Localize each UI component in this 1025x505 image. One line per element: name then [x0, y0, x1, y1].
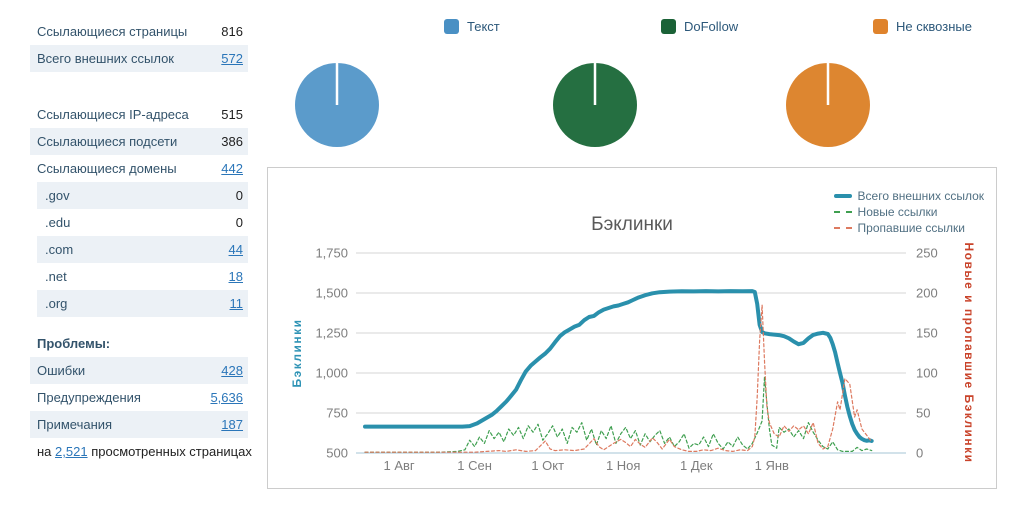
row-label: Ссылающиеся страницы	[37, 24, 188, 39]
series-line-lost	[364, 304, 873, 453]
chart-legend-item: Пропавшие ссылки	[833, 220, 984, 236]
series-line-new	[364, 376, 873, 453]
stats-sidebar: Ссылающиеся страницы 816 Всего внешних ссы…	[30, 18, 252, 459]
svg-text:1 Сен: 1 Сен	[457, 458, 492, 473]
row-label: .edu	[45, 215, 71, 230]
sidebar-section-1: Ссылающиеся страницы 816 Всего внешних ссы…	[30, 18, 248, 72]
table-row: Ссылающиеся подсети 386	[30, 128, 248, 155]
row-label: .net	[45, 269, 67, 284]
svg-text:50: 50	[916, 406, 930, 421]
legend-swatch-icon	[873, 19, 888, 34]
row-label: Ссылающиеся подсети	[37, 134, 178, 149]
svg-text:1 Окт: 1 Окт	[531, 458, 564, 473]
table-row: Ошибки 428	[30, 357, 248, 384]
series-label: Всего внешних ссылок	[857, 189, 984, 203]
svg-text:200: 200	[916, 286, 938, 301]
svg-text:100: 100	[916, 366, 938, 381]
row-value: 0	[235, 215, 243, 230]
row-value-link[interactable]: 442	[221, 161, 243, 176]
series-swatch-icon	[833, 227, 852, 229]
pie-legend-item: DoFollow	[661, 19, 738, 34]
series-swatch-icon	[833, 194, 852, 198]
legend-swatch-icon	[444, 19, 459, 34]
right-axis-title: Новые и пропавшие Бэклинки	[962, 243, 976, 464]
svg-text:1,750: 1,750	[315, 246, 348, 261]
svg-text:500: 500	[326, 446, 348, 461]
svg-text:750: 750	[326, 406, 348, 421]
series-label: Новые ссылки	[857, 205, 938, 219]
crawled-pages-note: на 2,521 просмотренных страницах	[37, 444, 252, 459]
row-label: .com	[45, 242, 74, 257]
svg-text:1,500: 1,500	[315, 286, 348, 301]
row-value-link[interactable]: 44	[228, 242, 243, 257]
table-row: Ссылающиеся домены 442	[30, 155, 248, 182]
row-value: 816	[221, 24, 243, 39]
pie-chart-Не сквозные	[778, 55, 878, 155]
row-label: .gov	[45, 188, 70, 203]
svg-text:250: 250	[916, 246, 938, 261]
row-label: .org	[45, 296, 68, 311]
backlinks-chart-panel: Бэклинки Всего внешних ссылок Новые ссылк…	[267, 167, 997, 489]
table-row: Примечания 187	[30, 411, 248, 438]
sidebar-section-3: Проблемы: Ошибки 428 Предупреждения 5,636 При…	[30, 331, 252, 459]
left-axis-title: Бэклинки	[290, 318, 304, 387]
chart-legend-item: Всего внешних ссылок	[833, 188, 984, 204]
row-label: Ссылающиеся IP-адреса	[37, 107, 189, 122]
row-value: 515	[221, 107, 243, 122]
crawled-pages-link[interactable]: 2,521	[55, 444, 88, 459]
series-swatch-icon	[833, 211, 852, 213]
svg-text:0: 0	[916, 446, 923, 461]
svg-text:1,250: 1,250	[315, 326, 348, 341]
row-label: Всего внешних ссылок	[37, 51, 174, 66]
legend-swatch-icon	[661, 19, 676, 34]
table-row: .edu 0	[37, 209, 248, 236]
row-label: Предупреждения	[37, 390, 141, 405]
row-label: Ошибки	[37, 363, 86, 378]
row-value: 386	[221, 134, 243, 149]
table-row: Предупреждения 5,636	[30, 384, 248, 411]
series-label: Пропавшие ссылки	[857, 221, 965, 235]
chart-legend-item: Новые ссылки	[833, 204, 984, 220]
chart-title: Бэклинки	[591, 214, 673, 235]
svg-text:1 Авг: 1 Авг	[384, 458, 415, 473]
svg-text:150: 150	[916, 326, 938, 341]
row-label: Примечания	[37, 417, 113, 432]
row-value-link[interactable]: 428	[221, 363, 243, 378]
sidebar-section-2: Ссылающиеся IP-адреса 515 Ссылающиеся подс…	[30, 101, 248, 317]
legend-label: Текст	[467, 19, 500, 34]
table-row: .net 18	[37, 263, 248, 290]
row-value-link[interactable]: 5,636	[210, 390, 243, 405]
row-value-link[interactable]: 572	[221, 51, 243, 66]
row-value-link[interactable]: 18	[228, 269, 243, 284]
legend-label: DoFollow	[684, 19, 739, 34]
svg-text:1 Дек: 1 Дек	[680, 458, 713, 473]
table-row: .gov 0	[37, 182, 248, 209]
row-value-link[interactable]: 11	[229, 296, 244, 311]
pie-chart-DoFollow	[545, 55, 645, 155]
svg-text:1 Янв: 1 Янв	[755, 458, 789, 473]
row-value-link[interactable]: 187	[221, 417, 243, 432]
table-row: Ссылающиеся страницы 816	[30, 18, 248, 45]
table-row: .org 11	[37, 290, 248, 317]
pie-legend-item: Текст	[444, 19, 500, 34]
problems-header: Проблемы:	[37, 336, 111, 351]
table-row: .com 44	[37, 236, 248, 263]
svg-text:1,000: 1,000	[315, 366, 348, 381]
row-value: 0	[235, 188, 243, 203]
pie-legend-item: Не сквозные	[873, 19, 972, 34]
row-label: Ссылающиеся домены	[37, 161, 177, 176]
table-row: Всего внешних ссылок 572	[30, 45, 248, 72]
table-row: Ссылающиеся IP-адреса 515	[30, 101, 248, 128]
backlinks-line-chart: 500 0 750 50 1,000 100 1,250 150 1,500 200 1,750 25…	[290, 243, 976, 473]
chart-legend: Всего внешних ссылок Новые ссылки Пропавши…	[833, 188, 984, 236]
pie-chart-Текст	[287, 55, 387, 155]
svg-text:1 Ноя: 1 Ноя	[606, 458, 641, 473]
series-line-total	[363, 289, 874, 443]
legend-label: Не сквозные	[896, 19, 972, 34]
